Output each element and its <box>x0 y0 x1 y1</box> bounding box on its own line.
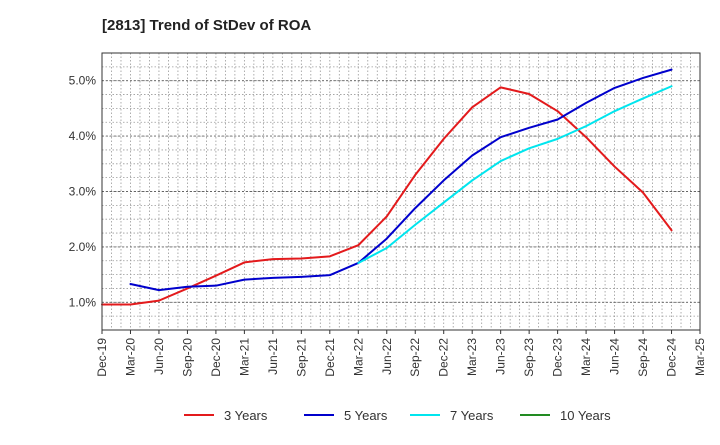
x-tick-label: Jun-23 <box>494 338 508 375</box>
x-tick-label: Jun-20 <box>152 338 166 375</box>
x-tick-label: Sep-22 <box>408 338 422 377</box>
chart-title: [2813] Trend of StDev of ROA <box>102 17 311 34</box>
x-tick-label: Mar-22 <box>351 338 365 376</box>
x-tick-label: Sep-23 <box>522 338 536 377</box>
x-tick-label: Dec-22 <box>437 338 451 377</box>
axes: 1.0% 2.0% 3.0% 4.0% 5.0% Dec-19 Mar-20 Jun-20 Se… <box>69 52 707 377</box>
x-tick-label: Jun-21 <box>266 338 280 375</box>
y-tick-label: 1.0% <box>69 295 97 309</box>
x-tick-label: Mar-23 <box>465 338 479 376</box>
x-tick-label: Dec-21 <box>323 338 337 377</box>
series-line-7-years <box>357 85 673 264</box>
y-tick-label: 4.0% <box>69 129 97 143</box>
x-tick-label: Jun-24 <box>608 338 622 375</box>
legend-label: 10 Years <box>560 408 611 423</box>
x-tick-label: Jun-22 <box>380 338 394 375</box>
y-tick-label: 3.0% <box>69 185 97 199</box>
grid <box>102 52 700 331</box>
x-tick-label: Dec-19 <box>95 338 109 377</box>
plot-frame <box>101 52 701 331</box>
x-tick-label: Sep-24 <box>636 338 650 377</box>
legend-label: 7 Years <box>450 408 494 423</box>
x-tick-label: Dec-24 <box>665 338 679 377</box>
legend: 3 Years 5 Years 7 Years 10 Years <box>184 408 611 423</box>
x-tick-label: Mar-21 <box>237 338 251 376</box>
legend-label: 3 Years <box>224 408 268 423</box>
x-tick-label: Sep-21 <box>294 338 308 377</box>
y-tick-label: 5.0% <box>69 74 97 88</box>
x-tick-label: Dec-20 <box>209 338 223 377</box>
series-line-3-years <box>101 86 673 306</box>
x-tick-label: Mar-25 <box>693 338 707 376</box>
series-line-5-years <box>129 68 673 292</box>
x-tick-label: Sep-20 <box>180 338 194 377</box>
legend-label: 5 Years <box>344 408 388 423</box>
x-tick-label: Dec-23 <box>551 338 565 377</box>
series-lines <box>101 68 673 306</box>
x-tick-label: Mar-20 <box>123 338 137 376</box>
x-tick-label: Mar-24 <box>579 338 593 376</box>
y-tick-label: 2.0% <box>69 240 97 254</box>
